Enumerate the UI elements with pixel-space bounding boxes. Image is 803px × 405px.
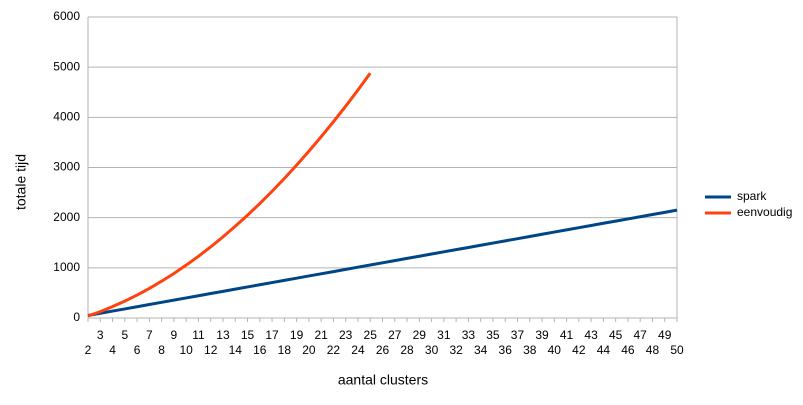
y-tick-label: 5000 [53, 59, 80, 73]
x-tick-label: 6 [134, 343, 141, 357]
x-tick-label: 33 [462, 328, 476, 342]
x-tick-label: 46 [621, 343, 635, 357]
x-tick-label: 22 [327, 343, 341, 357]
x-tick-label: 42 [572, 343, 586, 357]
x-tick-label: 8 [158, 343, 165, 357]
x-tick-label: 37 [511, 328, 525, 342]
x-tick-label: 14 [229, 343, 243, 357]
x-tick-label: 16 [253, 343, 267, 357]
x-tick-label: 10 [179, 343, 193, 357]
x-tick-label: 27 [388, 328, 402, 342]
line-series [87, 72, 372, 318]
x-tick-label: 36 [499, 343, 513, 357]
x-tick-label: 21 [314, 328, 328, 342]
x-tick-label: 39 [535, 328, 549, 342]
x-tick-label: 28 [400, 343, 414, 357]
x-tick-label: 4 [109, 343, 116, 357]
y-tick-label: 3000 [53, 160, 80, 174]
x-tick-label: 48 [646, 343, 660, 357]
x-tick-label: 34 [474, 343, 488, 357]
y-tick-label: 4000 [53, 110, 80, 124]
x-tick-label: 45 [609, 328, 623, 342]
x-tick-label: 18 [278, 343, 292, 357]
x-tick-label: 17 [265, 328, 279, 342]
x-tick-label: 30 [425, 343, 439, 357]
x-tick-label: 13 [216, 328, 230, 342]
x-tick-label: 35 [486, 328, 500, 342]
x-tick-label: 26 [376, 343, 390, 357]
x-tick-label: 41 [560, 328, 574, 342]
x-tick-label: 47 [634, 328, 648, 342]
x-tick-label: 12 [204, 343, 218, 357]
x-tick-label: 23 [339, 328, 353, 342]
legend-label: spark [737, 189, 767, 203]
y-tick-label: 1000 [53, 260, 80, 274]
x-tick-label: 40 [548, 343, 562, 357]
x-tick-label: 25 [364, 328, 378, 342]
y-axis-title: totale tijd [13, 154, 29, 210]
x-tick-label: 7 [146, 328, 153, 342]
x-tick-label: 29 [413, 328, 427, 342]
x-tick-label: 24 [351, 343, 365, 357]
x-tick-label: 44 [597, 343, 611, 357]
line-series [87, 208, 678, 317]
x-tick-label: 15 [241, 328, 255, 342]
legend-label: eenvoudig [737, 205, 792, 219]
x-tick-label: 31 [437, 328, 451, 342]
x-tick-label: 43 [584, 328, 598, 342]
x-tick-label: 38 [523, 343, 537, 357]
y-tick-label: 2000 [53, 210, 80, 224]
x-tick-label: 9 [171, 328, 178, 342]
x-tick-label: 50 [670, 343, 684, 357]
x-tick-label: 20 [302, 343, 316, 357]
x-tick-label: 11 [192, 328, 205, 342]
x-tick-label: 19 [290, 328, 304, 342]
y-tick-label: 0 [73, 310, 80, 324]
x-tick-label: 32 [449, 343, 463, 357]
x-tick-label: 49 [658, 328, 672, 342]
y-tick-label: 6000 [53, 9, 80, 23]
x-tick-label: 5 [121, 328, 128, 342]
x-axis-title: aantal clusters [338, 372, 428, 388]
x-tick-label: 3 [97, 328, 104, 342]
x-tick-label: 2 [85, 343, 92, 357]
